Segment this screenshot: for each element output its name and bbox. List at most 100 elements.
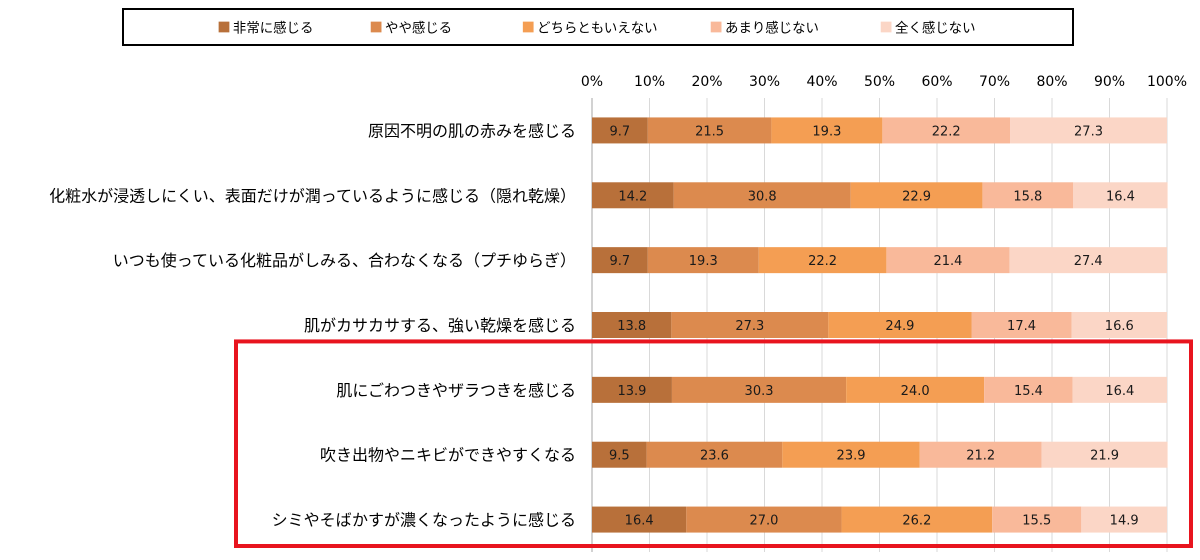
- data-label: 15.8: [1013, 189, 1042, 204]
- category-label: 化粧水が浸透しにくい、表面だけが潤っているように感じる（隠れ乾燥）: [49, 186, 576, 205]
- highlight-box: [234, 339, 1193, 548]
- bar-segment: [1071, 312, 1167, 338]
- bar-segment: [673, 182, 851, 209]
- legend-label: 全く感じない: [895, 19, 975, 36]
- x-tick-label: 20%: [691, 74, 722, 90]
- data-label: 27.3: [1074, 124, 1103, 139]
- x-tick-label: 10%: [634, 74, 665, 90]
- data-label: 14.9: [1110, 514, 1139, 529]
- bar-segment: [592, 376, 672, 403]
- x-tick-label: 40%: [806, 74, 837, 90]
- bar-segment: [1041, 441, 1168, 468]
- data-label: 21.4: [933, 254, 962, 269]
- legend-swatch: [218, 21, 230, 33]
- legend-label: あまり感じない: [725, 19, 819, 36]
- x-tick-label: 70%: [979, 74, 1010, 90]
- data-label: 15.5: [1022, 514, 1051, 529]
- data-label: 21.9: [1090, 449, 1119, 464]
- data-label: 22.2: [932, 124, 961, 139]
- data-label: 16.4: [1106, 189, 1135, 204]
- data-label: 13.9: [617, 384, 646, 399]
- bar-segment: [846, 376, 985, 403]
- x-tick-label: 30%: [749, 74, 780, 90]
- bar-segment: [771, 117, 883, 144]
- bar-segment: [592, 247, 648, 274]
- bar-segment: [686, 506, 842, 533]
- bar-segment: [971, 312, 1072, 338]
- bar-segment: [984, 376, 1073, 403]
- data-label: 9.7: [610, 254, 631, 269]
- data-label: 9.5: [609, 449, 630, 464]
- data-label: 26.2: [902, 514, 931, 529]
- legend-swatch: [522, 21, 534, 33]
- data-label: 23.9: [837, 449, 866, 464]
- bar-segment: [1010, 117, 1167, 144]
- data-label: 17.4: [1007, 319, 1036, 334]
- bar-segment: [841, 506, 993, 533]
- bar-segment: [1009, 247, 1167, 274]
- category-label: いつも使っている化粧品がしみる、合わなくなる（プチゆらぎ）: [113, 251, 576, 270]
- bar-segment: [647, 117, 772, 144]
- data-label: 30.3: [745, 384, 774, 399]
- bar-segment: [758, 247, 887, 274]
- bar-segment: [992, 506, 1082, 533]
- data-label: 27.0: [749, 514, 778, 529]
- legend-label: どちらともいえない: [537, 20, 657, 36]
- chart-legend: 非常に感じる やや感じる どちらともいえない あまり感じない 全く感じない: [122, 8, 1074, 46]
- bar-segment: [671, 312, 829, 338]
- bar-segment: [886, 247, 1010, 274]
- x-tick-label: 90%: [1094, 74, 1125, 90]
- bar-segment: [592, 441, 647, 468]
- x-tick-label: 80%: [1036, 74, 1067, 90]
- legend-swatch: [880, 21, 892, 33]
- bar-segment: [671, 376, 847, 403]
- x-tick-label: 0%: [581, 74, 603, 90]
- data-label: 15.4: [1014, 384, 1043, 399]
- data-label: 24.0: [901, 384, 930, 399]
- data-label: 19.3: [812, 124, 841, 139]
- bar-segment: [592, 312, 672, 338]
- bar-segment: [982, 182, 1074, 209]
- x-tick-label: 50%: [864, 74, 895, 90]
- legend-swatch: [370, 21, 382, 33]
- data-label: 23.6: [700, 449, 729, 464]
- data-label: 21.5: [695, 124, 724, 139]
- bar-segment: [882, 117, 1011, 144]
- bar-segment: [592, 117, 648, 144]
- data-label: 27.4: [1074, 254, 1103, 269]
- bar-segment: [782, 441, 920, 468]
- data-label: 21.2: [966, 449, 995, 464]
- bar-segment: [592, 506, 687, 533]
- category-label: 肌がカサカサする、強い乾燥を感じる: [304, 316, 576, 335]
- bar-segment: [850, 182, 983, 209]
- bar-segment: [1072, 376, 1167, 403]
- bar-segment: [592, 182, 674, 209]
- data-label: 14.2: [618, 189, 647, 204]
- category-label: 原因不明の肌の赤みを感じる: [368, 121, 576, 140]
- bar-segment: [828, 312, 972, 338]
- data-label: 13.8: [617, 319, 646, 334]
- data-label: 16.4: [625, 514, 654, 529]
- data-label: 27.3: [735, 319, 764, 334]
- category-label: シミやそばかすが濃くなったように感じる: [272, 511, 576, 530]
- bar-segment: [646, 441, 783, 468]
- category-label: 肌にごわつきやザラつきを感じる: [336, 381, 576, 400]
- data-label: 24.9: [885, 319, 914, 334]
- data-label: 9.7: [610, 124, 631, 139]
- data-label: 22.2: [808, 254, 837, 269]
- bar-segment: [1073, 182, 1168, 209]
- category-label: 吹き出物やニキビができやすくなる: [320, 446, 576, 465]
- data-label: 19.3: [689, 254, 718, 269]
- data-label: 22.9: [902, 189, 931, 204]
- legend-label: やや感じる: [385, 19, 452, 36]
- bar-segment: [1081, 506, 1167, 533]
- legend-swatch: [710, 21, 722, 33]
- bar-segment: [647, 247, 759, 274]
- x-tick-label: 100%: [1147, 74, 1187, 90]
- bar-segment: [919, 441, 1042, 468]
- legend-label: 非常に感じる: [233, 19, 313, 36]
- data-label: 30.8: [748, 189, 777, 204]
- data-label: 16.6: [1105, 319, 1134, 334]
- x-tick-label: 60%: [921, 74, 952, 90]
